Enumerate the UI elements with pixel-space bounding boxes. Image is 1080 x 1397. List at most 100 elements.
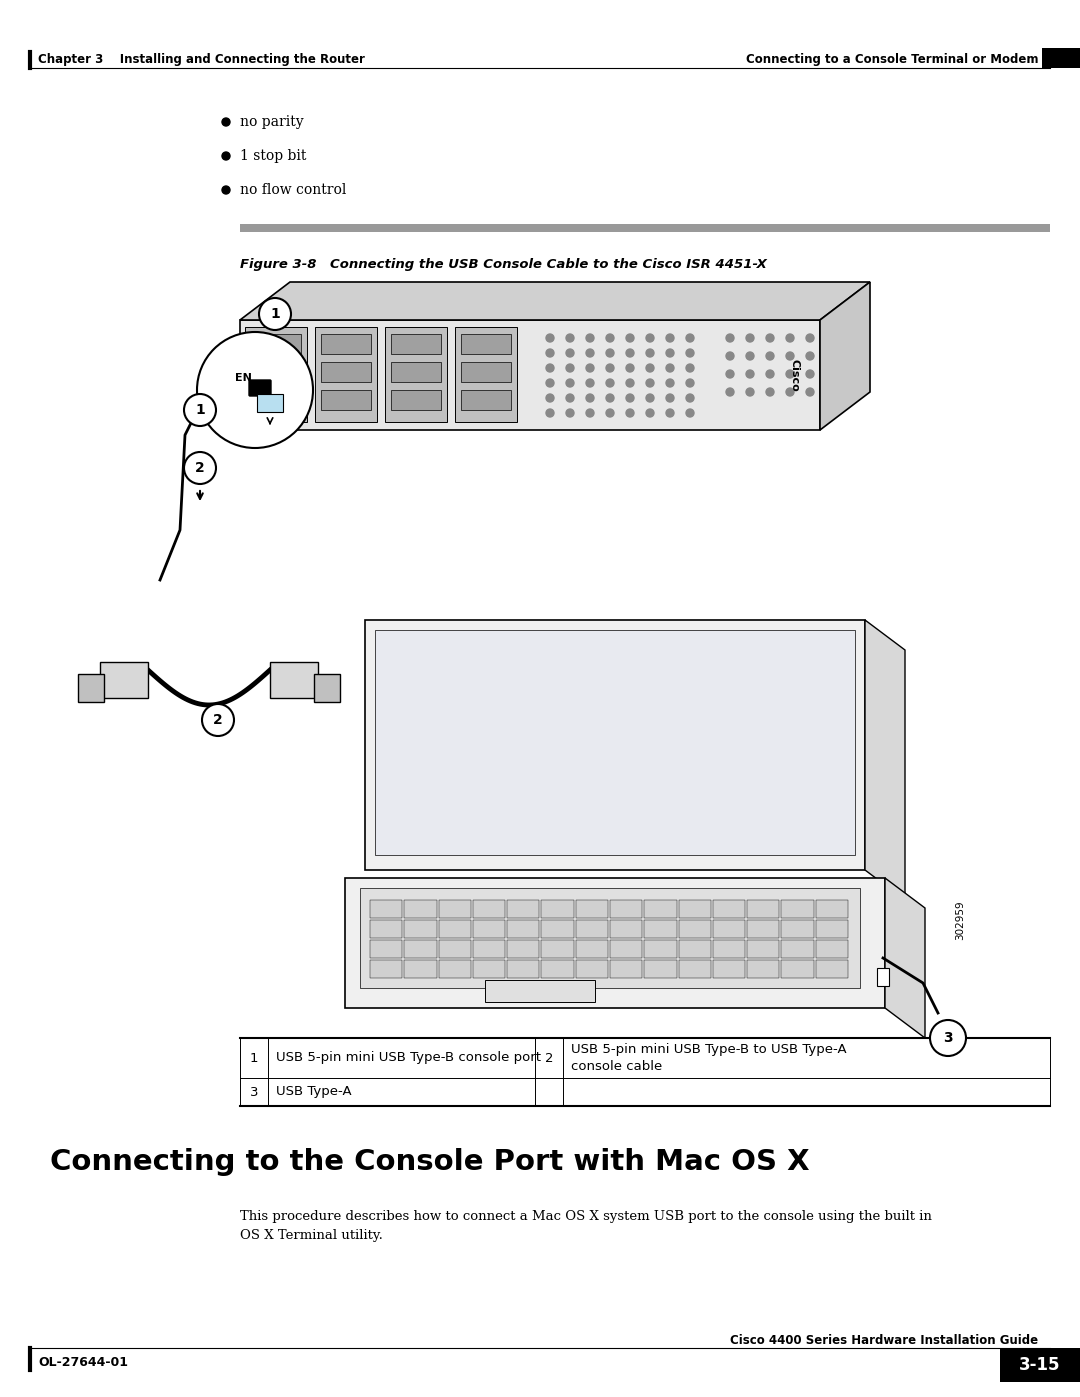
Bar — [240, 320, 820, 430]
Bar — [485, 981, 595, 1002]
Circle shape — [259, 298, 291, 330]
Bar — [270, 662, 318, 698]
Circle shape — [586, 349, 594, 358]
Circle shape — [726, 352, 734, 360]
Circle shape — [766, 388, 774, 395]
Circle shape — [806, 388, 814, 395]
Circle shape — [686, 409, 694, 416]
Bar — [782, 921, 813, 937]
Bar — [610, 900, 643, 918]
Bar — [541, 921, 573, 937]
Bar — [370, 900, 402, 918]
Bar — [473, 921, 505, 937]
Circle shape — [566, 349, 573, 358]
Bar — [645, 921, 676, 937]
Circle shape — [686, 349, 694, 358]
Text: 1: 1 — [270, 307, 280, 321]
Bar — [576, 940, 608, 958]
Circle shape — [686, 365, 694, 372]
Circle shape — [646, 409, 654, 416]
Bar — [391, 362, 441, 381]
Bar — [404, 921, 436, 937]
Bar — [391, 334, 441, 353]
Bar — [541, 940, 573, 958]
Circle shape — [626, 394, 634, 402]
Text: 3: 3 — [943, 1031, 953, 1045]
Text: 1: 1 — [195, 402, 205, 416]
Text: Cisco 4400 Series Hardware Installation Guide: Cisco 4400 Series Hardware Installation … — [730, 1334, 1038, 1347]
Circle shape — [606, 379, 615, 387]
Bar — [610, 940, 643, 958]
Circle shape — [626, 334, 634, 342]
Bar — [438, 921, 471, 937]
Text: Connecting the USB Console Cable to the Cisco ISR 4451-X: Connecting the USB Console Cable to the … — [330, 258, 767, 271]
Bar — [251, 390, 301, 409]
Bar — [645, 960, 676, 978]
Bar — [370, 960, 402, 978]
Circle shape — [202, 704, 234, 736]
Bar — [375, 630, 855, 855]
Circle shape — [806, 370, 814, 379]
Circle shape — [586, 365, 594, 372]
Bar — [782, 940, 813, 958]
Text: USB Type-A: USB Type-A — [276, 1085, 352, 1098]
Circle shape — [646, 365, 654, 372]
Bar — [877, 968, 889, 986]
Bar — [473, 940, 505, 958]
Bar — [645, 940, 676, 958]
Circle shape — [546, 349, 554, 358]
Circle shape — [197, 332, 313, 448]
Bar — [610, 960, 643, 978]
Bar — [404, 940, 436, 958]
Text: 2: 2 — [195, 461, 205, 475]
Circle shape — [666, 349, 674, 358]
Text: Figure 3-8: Figure 3-8 — [240, 258, 316, 271]
Polygon shape — [240, 282, 870, 320]
Bar — [747, 900, 780, 918]
Bar — [678, 960, 711, 978]
Circle shape — [546, 409, 554, 416]
Bar — [747, 921, 780, 937]
Bar — [370, 921, 402, 937]
Circle shape — [222, 117, 230, 126]
Circle shape — [184, 453, 216, 483]
Circle shape — [222, 186, 230, 194]
Polygon shape — [885, 877, 924, 1038]
Bar — [473, 900, 505, 918]
Bar — [473, 960, 505, 978]
Circle shape — [806, 352, 814, 360]
Bar — [251, 334, 301, 353]
Circle shape — [606, 409, 615, 416]
Bar — [1000, 1348, 1080, 1382]
Bar — [360, 888, 860, 988]
Bar — [576, 960, 608, 978]
Bar — [404, 960, 436, 978]
Bar — [314, 673, 340, 703]
Text: 1 stop bit: 1 stop bit — [240, 149, 307, 163]
Bar — [576, 921, 608, 937]
Bar — [508, 900, 539, 918]
Circle shape — [606, 349, 615, 358]
Bar — [713, 960, 745, 978]
Circle shape — [646, 379, 654, 387]
Bar — [713, 921, 745, 937]
Bar — [321, 334, 372, 353]
FancyBboxPatch shape — [249, 380, 271, 395]
Circle shape — [546, 379, 554, 387]
Circle shape — [930, 1020, 966, 1056]
Circle shape — [626, 365, 634, 372]
Bar — [576, 900, 608, 918]
Circle shape — [726, 370, 734, 379]
Circle shape — [626, 409, 634, 416]
Text: 302959: 302959 — [955, 900, 966, 940]
Text: USB 5-pin mini USB Type-B to USB Type-A
console cable: USB 5-pin mini USB Type-B to USB Type-A … — [571, 1042, 847, 1073]
Circle shape — [566, 365, 573, 372]
Circle shape — [566, 379, 573, 387]
Text: EN: EN — [234, 373, 252, 383]
Circle shape — [626, 379, 634, 387]
Polygon shape — [820, 282, 870, 430]
Bar — [438, 940, 471, 958]
Circle shape — [586, 409, 594, 416]
Circle shape — [746, 352, 754, 360]
Bar — [815, 960, 848, 978]
